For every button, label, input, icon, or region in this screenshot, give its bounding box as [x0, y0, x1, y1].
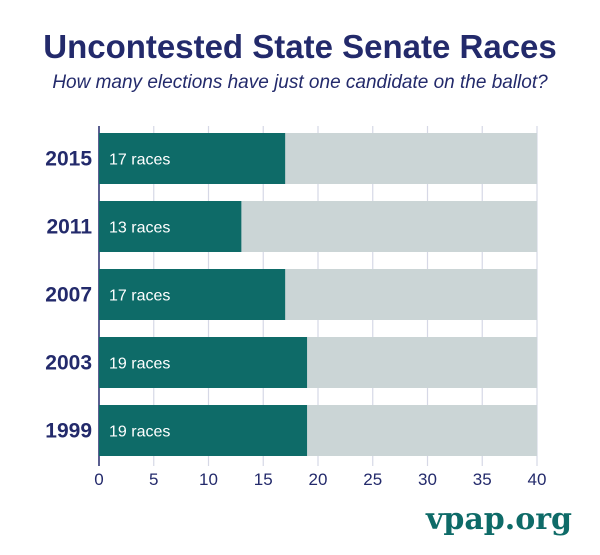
data-label: 19 races [109, 356, 170, 373]
data-label: 13 races [109, 220, 170, 237]
bar-2015 [99, 133, 286, 184]
x-tick-label: 0 [94, 470, 103, 489]
category-label: 2007 [45, 284, 92, 307]
x-tick-label: 40 [528, 470, 547, 489]
chart-title: Uncontested State Senate Races [43, 28, 557, 65]
category-label: 2011 [46, 216, 92, 239]
x-tick-label: 25 [363, 470, 382, 489]
vpap-logo: vpap.org [425, 502, 572, 537]
bar-2011 [99, 201, 242, 252]
data-label: 17 races [109, 152, 170, 169]
x-tick-label: 30 [418, 470, 437, 489]
bar-2003 [99, 337, 308, 388]
category-label: 1999 [45, 420, 92, 443]
chart-subtitle: How many elections have just one candida… [52, 72, 548, 93]
x-tick-label: 20 [309, 470, 328, 489]
bar-2007 [99, 269, 286, 320]
data-label: 19 races [109, 424, 170, 441]
x-tick-label: 15 [254, 470, 273, 489]
category-label: 2003 [45, 352, 92, 375]
x-tick-label: 10 [199, 470, 218, 489]
category-label: 2015 [45, 148, 92, 171]
x-tick-label: 5 [149, 470, 158, 489]
data-label: 17 races [109, 288, 170, 305]
x-tick-label: 35 [473, 470, 492, 489]
bar-1999 [99, 405, 308, 456]
